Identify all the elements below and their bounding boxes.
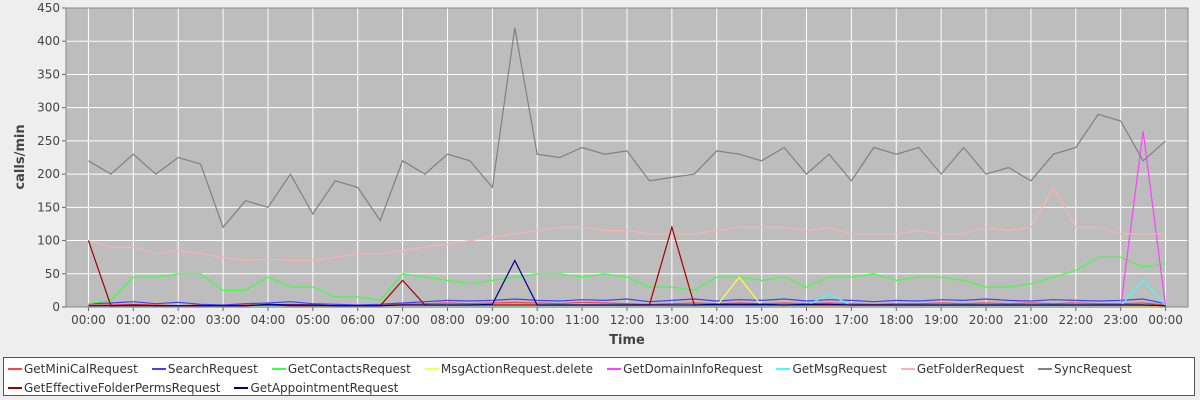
legend-item: GetMsgRequest [776,359,887,378]
series-line [88,298,1166,306]
x-tick-label: 09:00 [475,313,510,327]
legend-item: GetEffectiveFolderPermsRequest [8,378,220,397]
x-tick-label: 23:00 [1103,313,1138,327]
x-tick-label: 20:00 [969,313,1004,327]
x-tick-label: 15:00 [744,313,779,327]
y-tick-label: 250 [37,134,60,148]
y-tick-label: 200 [37,167,60,181]
legend-item: SyncRequest [1038,359,1132,378]
legend-swatch [8,367,22,370]
y-tick-label: 150 [37,200,60,214]
x-tick-label: 02:00 [161,313,196,327]
legend-swatch [234,386,249,389]
legend-item: GetFolderRequest [900,359,1025,378]
x-tick-label: 18:00 [879,313,914,327]
y-tick-label: 300 [37,101,60,115]
legend: GetMiniCalRequest SearchRequest GetContact… [3,357,1195,396]
x-tick-label: 17:00 [834,313,869,327]
x-tick-label: 00:00 [71,313,106,327]
x-tick-label: 07:00 [385,313,420,327]
legend-label: GetEffectiveFolderPermsRequest [24,380,221,395]
x-tick-label: 00:00 [1148,313,1183,327]
x-tick-label: 12:00 [610,313,645,327]
legend-swatch [8,386,22,389]
legend-label: MsgActionRequest.delete [440,361,594,376]
y-tick-label: 100 [37,234,60,248]
legend-swatch [900,367,915,370]
legend-item: SearchRequest [151,359,258,378]
x-tick-label: 19:00 [924,313,959,327]
legend-item: GetAppointmentRequest [234,378,398,397]
legend-label: GetMsgRequest [792,361,887,376]
y-tick-label: 50 [45,267,60,281]
legend-label: SearchRequest [167,361,258,376]
y-tick-label: 400 [37,34,60,48]
legend-swatch [776,367,791,370]
y-axis-label: calls/min [13,124,28,189]
series-line [88,27,1166,229]
legend-label: GetFolderRequest [916,361,1025,376]
legend-swatch [1038,367,1053,370]
legend-swatch [271,367,286,370]
y-tick-label: 350 [37,67,60,81]
x-tick-label: 22:00 [1059,313,1094,327]
x-axis-label: Time [609,333,645,348]
legend-label: GetAppointmentRequest [250,380,399,395]
legend-item: MsgActionRequest.delete [424,359,594,378]
legend-label: GetDomainInfoRequest [623,361,763,376]
plot-border [65,7,1189,308]
x-tick-label: 10:00 [520,313,555,327]
x-tick-label: 08:00 [430,313,465,327]
x-tick-label: 16:00 [789,313,824,327]
legend-swatch [424,367,439,370]
legend-label: GetContactsRequest [287,361,411,376]
legend-item: GetMiniCalRequest [8,359,138,378]
legend-swatch [151,367,166,370]
legend-swatch [607,367,622,370]
legend-label: GetMiniCalRequest [24,361,138,376]
legend-label: SyncRequest [1054,361,1132,376]
x-tick-label: 06:00 [340,313,375,327]
x-tick-label: 04:00 [251,313,286,327]
x-tick-label: 03:00 [206,313,241,327]
y-tick-label: 450 [37,1,60,15]
chart: calls/min Time 0 50 100 150 200 250 300 350 400 4… [13,1,1189,348]
series-line [88,186,1166,262]
series-line [88,279,1167,307]
x-tick-label: 14:00 [699,313,734,327]
legend-item: GetContactsRequest [271,359,411,378]
x-tick-label: 05:00 [296,313,331,327]
series-line [88,256,1166,305]
legend-item: GetDomainInfoRequest [607,359,762,378]
x-tick-label: 21:00 [1014,313,1049,327]
series-line [88,259,1166,307]
x-tick-label: 01:00 [116,313,151,327]
y-tick-label: 0 [52,300,60,314]
x-tick-label: 11:00 [565,313,600,327]
x-tick-label: 13:00 [655,313,690,327]
